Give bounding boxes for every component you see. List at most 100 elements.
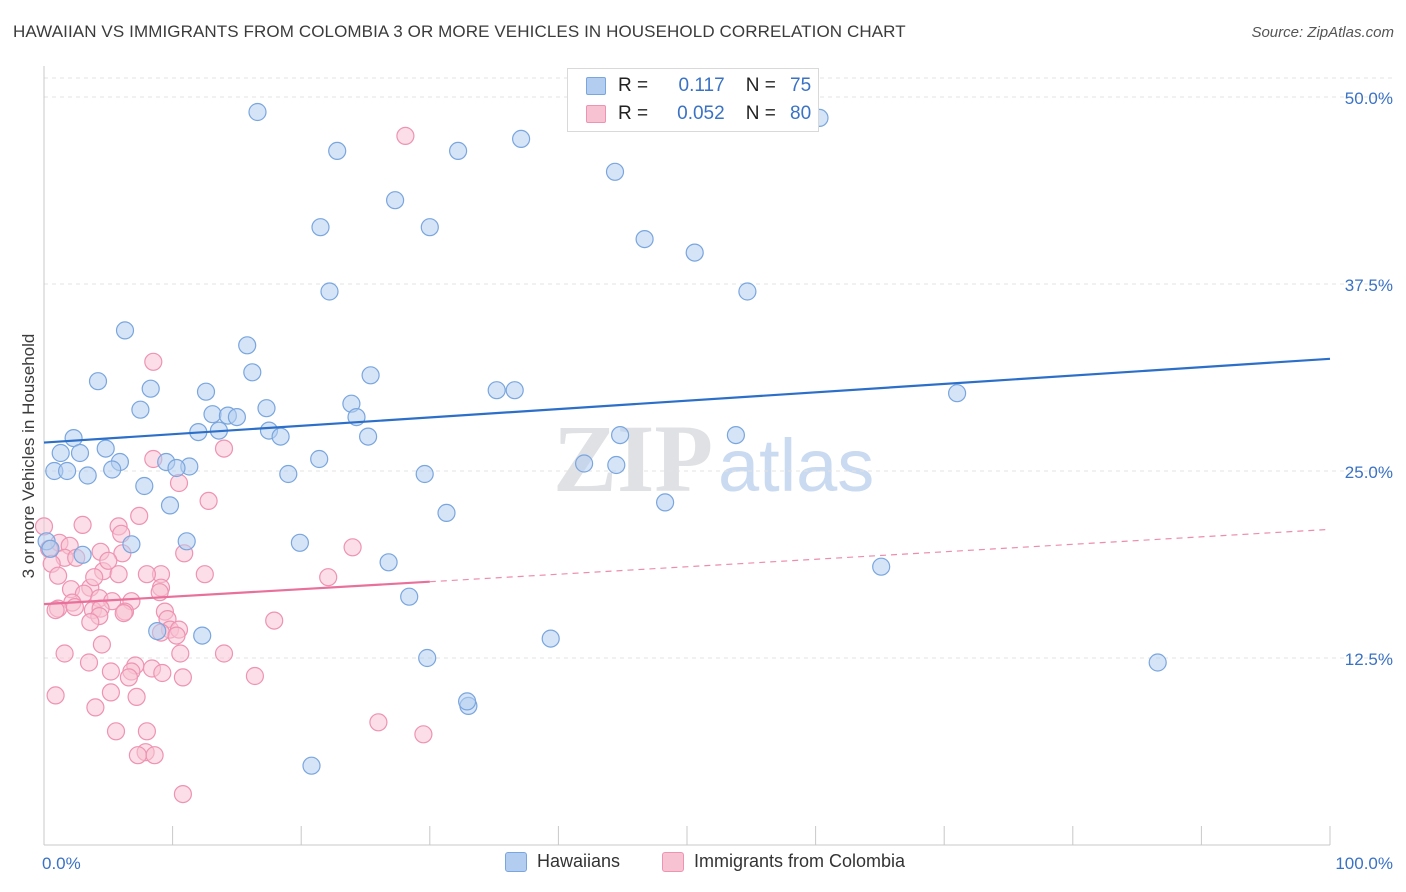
data-point-hawaiians <box>437 503 456 523</box>
data-point-colombia <box>137 565 156 584</box>
data-point-colombia <box>137 722 156 741</box>
data-point-colombia <box>245 666 264 686</box>
data-point-hawaiians <box>458 692 477 711</box>
data-point-hawaiians <box>271 427 290 446</box>
data-point-hawaiians <box>88 372 108 391</box>
data-point-colombia <box>214 439 234 458</box>
legend-label-colombia: Immigrants from Colombia <box>694 851 906 871</box>
data-point-colombia <box>128 746 147 765</box>
data-point-hawaiians <box>610 426 630 445</box>
data-point-hawaiians <box>386 191 405 210</box>
data-point-hawaiians <box>160 496 180 515</box>
legend-r-value: 0.117 <box>678 75 725 96</box>
data-point-colombia <box>414 725 433 744</box>
data-point-colombia <box>106 722 126 741</box>
data-point-colombia <box>153 663 172 683</box>
data-point-colombia <box>173 668 192 687</box>
chart-title: HAWAIIAN VS IMMIGRANTS FROM COLOMBIA 3 O… <box>13 22 906 41</box>
data-point-hawaiians <box>685 243 704 262</box>
legend-swatch-blue <box>505 851 527 872</box>
data-point-hawaiians <box>41 539 60 558</box>
data-point-colombia <box>369 713 388 732</box>
legend-swatch-blue <box>586 77 606 95</box>
data-point-hawaiians <box>51 443 70 463</box>
data-point-colombia <box>169 473 189 493</box>
data-point-hawaiians <box>131 400 150 419</box>
data-point-hawaiians <box>947 384 967 403</box>
data-point-hawaiians <box>115 321 135 340</box>
data-point-colombia <box>101 662 121 681</box>
data-point-hawaiians <box>418 648 437 668</box>
data-point-hawaiians <box>1148 653 1167 672</box>
data-point-hawaiians <box>574 454 594 473</box>
legend-swatch-pink <box>662 851 684 872</box>
x-tick-label: 0.0% <box>42 854 81 873</box>
data-point-colombia <box>86 698 105 717</box>
data-point-colombia <box>199 491 218 510</box>
trend-line-hawaiians <box>43 357 1331 444</box>
data-point-colombia <box>127 687 146 707</box>
series-colombia-points <box>34 126 433 804</box>
data-point-colombia <box>46 686 65 705</box>
legend-swatch-pink <box>586 105 606 123</box>
data-point-colombia <box>167 626 186 645</box>
data-point-hawaiians <box>541 629 560 648</box>
data-point-hawaiians <box>655 493 675 512</box>
data-point-colombia <box>46 600 65 620</box>
data-point-hawaiians <box>420 218 439 237</box>
data-point-colombia <box>319 568 338 587</box>
data-point-colombia <box>73 515 92 535</box>
data-point-colombia <box>101 683 121 702</box>
data-point-hawaiians <box>96 439 115 458</box>
legend-r-value: 0.052 <box>677 103 725 124</box>
data-point-hawaiians <box>73 545 92 564</box>
data-point-hawaiians <box>279 464 298 484</box>
data-point-hawaiians <box>290 533 309 552</box>
data-point-hawaiians <box>400 587 419 606</box>
data-point-colombia <box>171 644 190 663</box>
data-point-colombia <box>343 538 362 557</box>
data-point-hawaiians <box>487 381 506 400</box>
data-point-hawaiians <box>635 230 654 249</box>
data-point-colombia <box>92 635 112 654</box>
data-point-hawaiians <box>203 405 222 424</box>
data-point-hawaiians <box>320 282 339 301</box>
source-label: Source: ZipAtlas.com <box>1251 24 1394 41</box>
y-axis-label: 3 or more Vehicles in Household <box>19 334 38 579</box>
data-point-hawaiians <box>193 626 212 645</box>
y-tick-label: 50.0% <box>1345 89 1393 108</box>
y-tick-label: 12.5% <box>1345 650 1393 669</box>
data-point-colombia <box>119 668 138 687</box>
data-point-hawaiians <box>311 218 330 237</box>
legend-item-hawaiians[interactable]: Hawaiians <box>505 851 620 872</box>
data-point-colombia <box>130 506 149 526</box>
data-point-hawaiians <box>605 162 625 181</box>
watermark: ZIP atlas <box>553 405 874 512</box>
data-point-colombia <box>85 568 104 587</box>
x-tick-labels: 0.0% 100.0% <box>42 854 1393 873</box>
data-point-colombia <box>173 784 192 804</box>
data-point-colombia <box>34 517 54 536</box>
trend-line-colombia <box>43 580 430 606</box>
data-point-hawaiians <box>310 449 329 469</box>
legend-item-colombia[interactable]: Immigrants from Colombia <box>662 851 905 872</box>
data-point-hawaiians <box>379 553 398 572</box>
data-point-hawaiians <box>511 129 531 148</box>
data-point-hawaiians <box>141 379 160 398</box>
data-point-colombia <box>99 551 118 570</box>
y-tick-labels: 12.5% 25.0% 37.5% 50.0% <box>1345 89 1393 669</box>
legend-label-hawaiians: Hawaiians <box>537 851 621 871</box>
data-point-hawaiians <box>257 399 276 418</box>
x-tick-label: 100.0% <box>1335 854 1393 873</box>
data-point-colombia <box>145 746 164 765</box>
data-point-hawaiians <box>726 426 746 445</box>
legend-n-label: N = <box>745 75 776 96</box>
data-point-hawaiians <box>872 557 891 576</box>
data-point-hawaiians <box>148 621 167 641</box>
data-point-colombia <box>55 644 74 663</box>
data-point-colombia <box>114 603 133 623</box>
data-point-hawaiians <box>167 458 186 478</box>
data-point-colombia <box>265 611 284 630</box>
legend-row-hawaiians: R = 0.117 N = 75 <box>586 73 811 99</box>
